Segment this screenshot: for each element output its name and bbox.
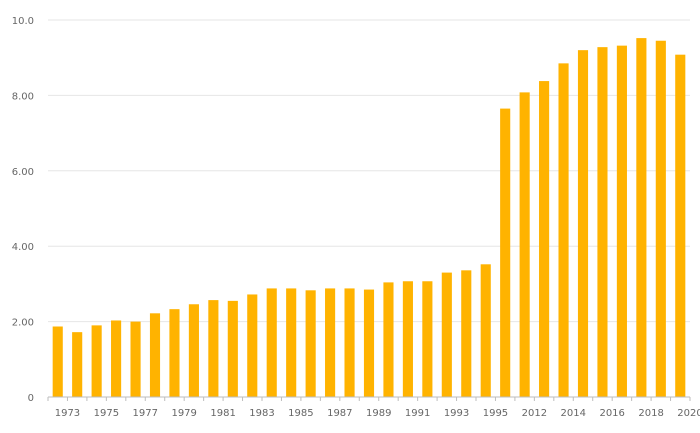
bar-1975[interactable] <box>91 325 102 397</box>
axes <box>47 396 691 401</box>
y-axis-tick-labels: 0 2.00 4.00 6.00 8.00 10.0 <box>12 16 34 404</box>
y-tick-label: 10.0 <box>12 16 34 27</box>
bar-1994[interactable] <box>461 270 472 397</box>
bar-2018[interactable] <box>636 38 647 397</box>
bar-1981[interactable] <box>208 300 219 397</box>
x-tick-label: 1993 <box>444 408 469 419</box>
bar-1974[interactable] <box>72 332 83 397</box>
bar-2010[interactable] <box>500 108 511 397</box>
bar-1978[interactable] <box>149 313 161 397</box>
bar-1985[interactable] <box>286 288 297 397</box>
bar-1993[interactable] <box>441 272 452 397</box>
bar-2014[interactable] <box>558 63 569 398</box>
bar-1989[interactable] <box>363 289 375 397</box>
x-tick-label: 1995 <box>483 408 508 419</box>
gridlines <box>48 19 690 323</box>
bar-2019[interactable] <box>655 40 666 398</box>
y-tick-label: 2.00 <box>12 318 34 329</box>
x-tick-label: 2012 <box>522 408 547 419</box>
bar-1982[interactable] <box>227 300 238 397</box>
bar-2020[interactable] <box>675 54 686 398</box>
bar-1987[interactable] <box>325 288 336 397</box>
bar-1991[interactable] <box>402 281 413 397</box>
x-tick-label: 1977 <box>133 408 158 419</box>
x-tick-label: 1981 <box>210 408 235 419</box>
y-tick-label: 6.00 <box>12 167 34 178</box>
bar-1990[interactable] <box>383 282 394 397</box>
bar-1995[interactable] <box>480 264 491 397</box>
bar-1983[interactable] <box>247 294 258 397</box>
x-axis-tick-labels: 1973 1975 1977 1979 1981 1983 1985 1987 1989 1991… <box>55 408 700 419</box>
bar-1992[interactable] <box>422 281 433 397</box>
bar-1977[interactable] <box>130 321 141 397</box>
x-tick-label: 1985 <box>288 408 313 419</box>
bar-1984[interactable] <box>266 288 277 397</box>
x-tick-label: 2016 <box>599 408 624 419</box>
x-tick-label: 2020 <box>677 408 700 419</box>
bar-1973[interactable] <box>52 326 63 398</box>
x-tick-label: 1987 <box>327 408 352 419</box>
bar-1976[interactable] <box>111 320 122 397</box>
y-tick-label: 4.00 <box>12 242 34 253</box>
bar-1986[interactable] <box>305 290 316 397</box>
x-tick-label: 1991 <box>405 408 430 419</box>
y-tick-label: 8.00 <box>12 91 34 102</box>
x-tick-label: 1989 <box>366 408 391 419</box>
bars <box>52 38 686 398</box>
bar-2017[interactable] <box>616 45 627 397</box>
x-tick-label: 1975 <box>94 408 119 419</box>
x-tick-label: 2014 <box>561 408 586 419</box>
y-tick-label: 0 <box>28 393 34 404</box>
bar-2012[interactable] <box>519 92 530 397</box>
bar-2013[interactable] <box>539 81 550 397</box>
x-tick-label: 1979 <box>171 408 196 419</box>
x-tick-label: 1983 <box>249 408 274 419</box>
bar-1979[interactable] <box>169 309 180 397</box>
x-tick-label: 2018 <box>638 408 663 419</box>
bar-1988[interactable] <box>344 288 355 397</box>
bar-2016[interactable] <box>597 47 608 397</box>
bar-2015[interactable] <box>577 50 589 397</box>
bar-1980[interactable] <box>188 304 199 397</box>
x-tick-label: 1973 <box>55 408 80 419</box>
